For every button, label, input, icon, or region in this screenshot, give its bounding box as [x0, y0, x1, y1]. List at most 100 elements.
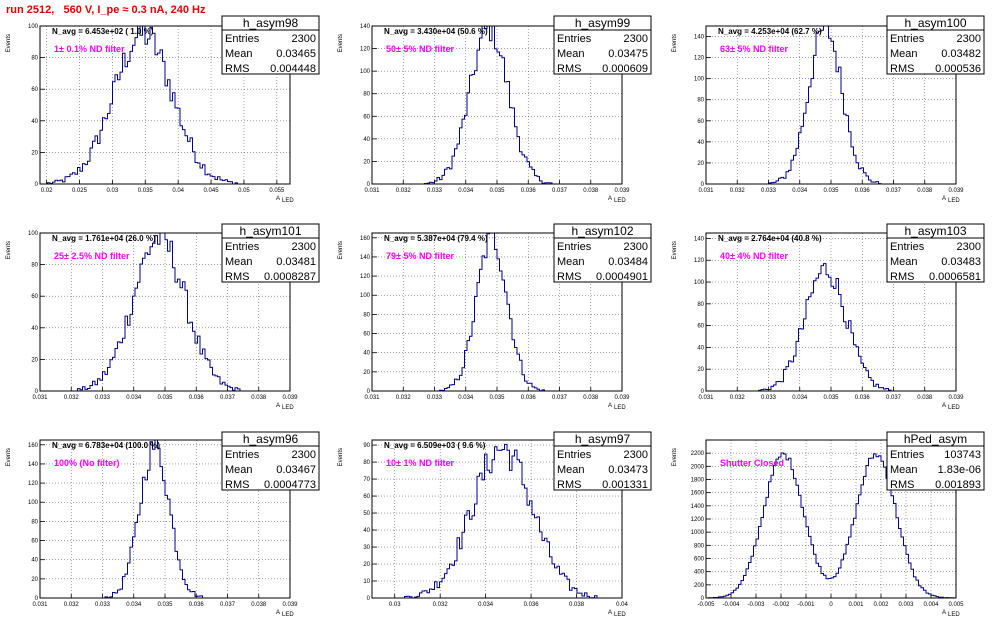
y-tick-label: 0 — [35, 389, 39, 395]
panel-title: N_avg = 6.509e+03 ( 9.6 %) — [384, 441, 486, 450]
stats-value: 1.83e-06 — [938, 464, 981, 476]
x-axis-label-sub: LED — [614, 405, 626, 411]
plot-frame — [371, 439, 623, 599]
stats-histogram-name: h_asym103 — [904, 224, 966, 238]
x-tick-label: 0.04 — [172, 188, 184, 194]
x-tick-label: 0.036 — [521, 188, 537, 194]
x-tick-label: 0.031 — [364, 188, 380, 194]
stats-box — [553, 15, 652, 75]
stats-value: 2300 — [292, 241, 316, 253]
stats-value: 2300 — [292, 449, 316, 461]
y-axis-label: Events — [6, 448, 12, 466]
stats-label: Mean — [557, 256, 585, 268]
x-tick-label: 0.039 — [948, 188, 964, 194]
y-tick-label: 2200 — [691, 451, 705, 457]
y-tick-label: 100 — [28, 231, 39, 237]
stats-label: Entries — [890, 241, 925, 253]
x-tick-label: 0.05 — [238, 188, 250, 194]
y-tick-label: 80 — [363, 312, 370, 318]
y-tick-label: 100 — [28, 500, 39, 506]
stats-value: 2300 — [292, 33, 316, 45]
stats-value: 2300 — [624, 449, 648, 461]
stats-box — [221, 15, 320, 75]
y-tick-label: 120 — [694, 56, 705, 62]
x-tick-label: 0.04 — [616, 602, 628, 608]
y-tick-label: 0 — [367, 596, 371, 602]
x-tick-label: 0.036 — [855, 188, 871, 194]
stats-histogram-name: h_asym101 — [239, 224, 301, 238]
y-tick-label: 20 — [31, 357, 38, 363]
filter-annotation: 1± 0.1% ND filter — [54, 44, 125, 54]
x-tick-label: 0.02 — [41, 188, 53, 194]
stats-label: Entries — [557, 449, 592, 461]
stats-label: RMS — [890, 271, 914, 283]
y-tick-label: 60 — [31, 87, 38, 93]
y-tick-label: 120 — [28, 481, 39, 487]
x-tick-label: 0.033 — [761, 188, 777, 194]
x-tick-label: 0.035 — [157, 395, 173, 401]
stats-value: 0.0004901 — [596, 271, 648, 283]
x-tick-label: 0 — [829, 602, 833, 608]
x-tick-label: 0.038 — [583, 188, 599, 194]
x-tick-label: 0.039 — [614, 395, 630, 401]
stats-label: Mean — [890, 256, 918, 268]
y-tick-label: 60 — [697, 119, 704, 125]
x-tick-label: 0.031 — [698, 188, 714, 194]
panel-h_asym103: 0.031 0.032 0.033 0.034 0.035 0.036 0.037 0.038… — [672, 223, 985, 411]
x-tick-label: 0.03 — [389, 602, 401, 608]
panel-h_asym96: 0.031 0.032 0.033 0.034 0.035 0.036 0.037 0.038… — [6, 431, 320, 618]
x-tick-label: 0.032 — [396, 395, 412, 401]
panel-hPed_asym: -0.005 -0.004 -0.003 -0.002 -0.001 0 0.001 0.00… — [672, 431, 985, 618]
x-tick-label: 0.055 — [269, 188, 285, 194]
stats-label: Mean — [557, 464, 585, 476]
x-axis-label: A — [276, 403, 280, 409]
x-tick-label: 0.032 — [730, 395, 746, 401]
y-tick-label: 100 — [694, 280, 705, 286]
x-axis-label-sub: LED — [614, 198, 626, 204]
y-tick-label: 1800 — [691, 478, 705, 484]
x-tick-label: 0.032 — [64, 395, 80, 401]
x-tick-label: 0.034 — [478, 602, 494, 608]
y-tick-label: 0 — [701, 389, 705, 395]
filter-annotation: 50± 5% ND filter — [386, 44, 454, 54]
stats-label: RMS — [890, 479, 914, 491]
y-axis-label: Events — [6, 241, 12, 259]
y-axis-label: Events — [672, 448, 678, 466]
x-tick-label: 0.035 — [157, 602, 173, 608]
panel-title: N_avg = 6.453e+02 ( 1.0 %) — [52, 27, 154, 36]
x-tick-label: 0.033 — [95, 602, 111, 608]
stats-value: 0.03473 — [608, 464, 648, 476]
y-tick-label: 0 — [367, 182, 371, 188]
x-tick-label: 0.032 — [433, 602, 449, 608]
x-tick-label: 0.039 — [282, 395, 298, 401]
y-tick-label: 120 — [360, 274, 371, 280]
stats-label: RMS — [557, 63, 581, 75]
panel-h_asym98: 0.02 0.025 0.03 0.035 0.04 0.045 0.05 0.055 0 20 4… — [6, 15, 320, 204]
y-tick-label: 60 — [363, 332, 370, 338]
x-tick-label: -0.003 — [747, 602, 765, 608]
filter-annotation: 25± 2.5% ND filter — [54, 251, 130, 261]
x-tick-label: 0.038 — [251, 395, 267, 401]
x-tick-label: 0.035 — [489, 395, 505, 401]
stats-label: RMS — [225, 63, 249, 75]
stats-histogram-name: h_asym96 — [243, 432, 299, 446]
histogram-h_asym98 — [40, 25, 290, 185]
stats-box — [553, 223, 652, 283]
y-axis-label: Events — [338, 34, 344, 52]
y-tick-label: 40 — [363, 351, 370, 357]
y-tick-label: 160 — [360, 236, 371, 242]
stats-label: RMS — [557, 271, 581, 283]
y-tick-label: 40 — [31, 119, 38, 125]
x-tick-label: 0.038 — [569, 602, 585, 608]
panel-h_asym101: 0.031 0.032 0.033 0.034 0.035 0.036 0.037 0.038… — [6, 223, 320, 411]
y-axis-label: Events — [672, 241, 678, 259]
x-tick-label: -0.004 — [722, 602, 740, 608]
panel-title: N_avg = 6.783e+04 (100.0 %) — [52, 441, 160, 450]
stats-box — [221, 431, 320, 491]
y-axis-label: Events — [338, 448, 344, 466]
x-axis-label: A — [942, 196, 946, 202]
x-tick-label: 0.036 — [524, 602, 540, 608]
stats-label: Entries — [225, 449, 260, 461]
x-tick-label: 0.038 — [917, 395, 933, 401]
x-tick-label: 0.033 — [761, 395, 777, 401]
